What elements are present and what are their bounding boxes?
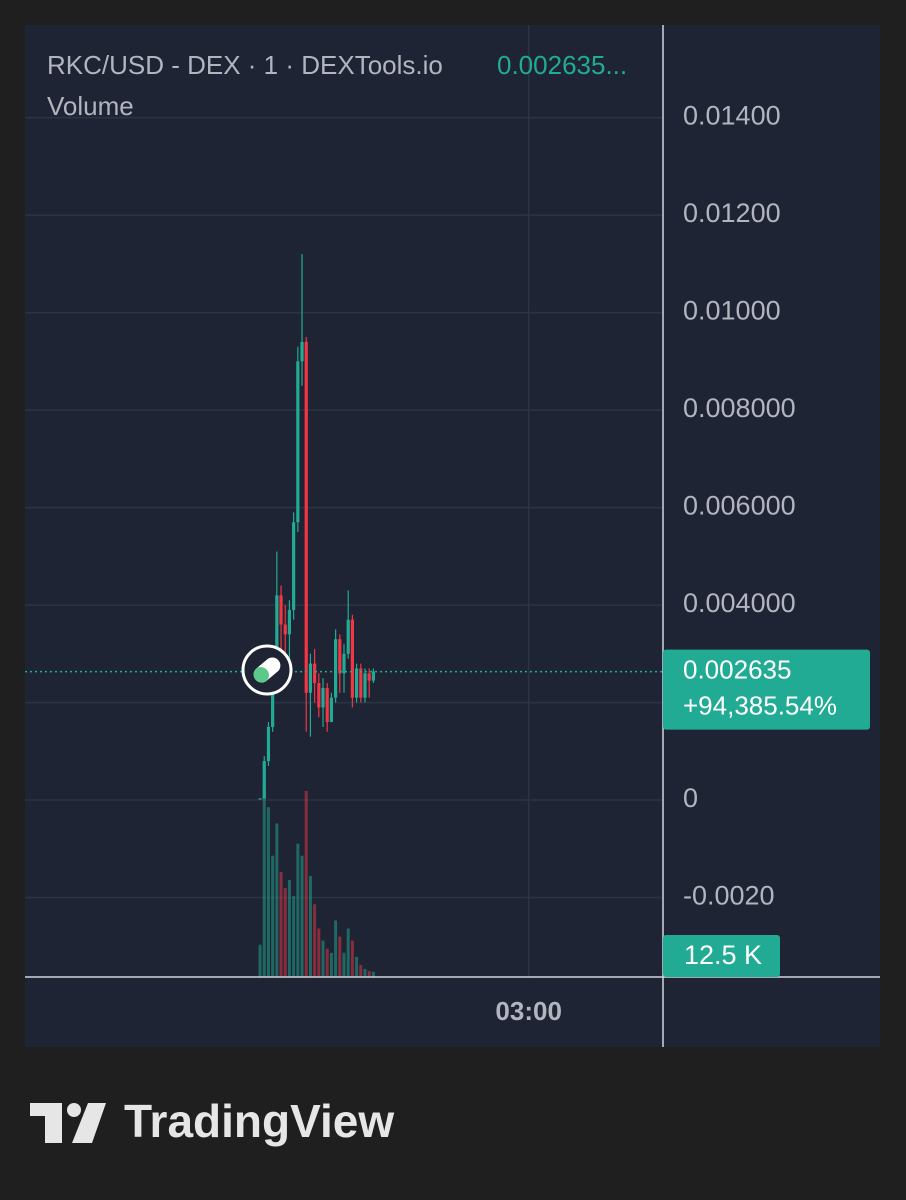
volume-bar xyxy=(342,952,346,977)
grid xyxy=(25,25,663,977)
plot xyxy=(25,254,663,977)
x-tick-label: 03:00 xyxy=(495,996,562,1026)
volume-bar xyxy=(367,970,371,977)
volume-bar xyxy=(258,944,262,977)
candle-body xyxy=(313,663,317,684)
candle-body xyxy=(325,687,329,723)
candle-body xyxy=(258,798,262,800)
volume-bar xyxy=(329,952,333,977)
volume-bar xyxy=(321,940,325,977)
header-price: 0.002635... xyxy=(497,50,627,80)
candle-body xyxy=(367,673,371,681)
y-tick-label: 0 xyxy=(683,783,698,813)
candle-body xyxy=(359,668,363,698)
volume-bar xyxy=(317,928,321,977)
candle-body xyxy=(317,683,321,708)
candle-body xyxy=(283,624,287,635)
volume-bar xyxy=(300,855,304,977)
candle-body xyxy=(329,697,334,723)
chart-title: RKC/USD - DEX · 1 · DEXTools.io xyxy=(47,50,443,80)
volume-bar xyxy=(355,956,359,977)
volume-bar xyxy=(275,823,279,977)
candle-body xyxy=(275,595,279,674)
volume-bar xyxy=(296,843,300,977)
y-tick-label: 0.004000 xyxy=(683,588,796,618)
volume-tag-value: 12.5 K xyxy=(684,940,762,970)
volume-bar xyxy=(292,896,296,977)
event-marker xyxy=(241,644,293,696)
candle-body xyxy=(279,595,283,625)
candle-body xyxy=(262,761,266,799)
price-tag xyxy=(663,649,870,730)
price-tag-value: 0.002635 xyxy=(683,654,791,684)
candle-body xyxy=(346,619,350,654)
volume-bar xyxy=(359,964,363,977)
volume-bar xyxy=(266,807,270,977)
y-tick-label: -0.0020 xyxy=(683,881,775,911)
candle-body xyxy=(338,639,342,674)
volume-bar xyxy=(271,855,275,977)
candle-body xyxy=(342,653,346,674)
candle-body xyxy=(287,609,292,635)
axes: -0.002000.0020000.0040000.0060000.008000… xyxy=(495,101,870,1026)
candle-body xyxy=(292,522,296,610)
y-tick-label: 0.01400 xyxy=(683,101,781,131)
marker-pill-half xyxy=(253,667,269,683)
y-tick-label: 0.008000 xyxy=(683,393,796,423)
volume-bar xyxy=(283,888,287,977)
candle-body xyxy=(354,668,359,698)
candle-body xyxy=(296,361,300,523)
candle-body xyxy=(321,687,325,708)
candle-body xyxy=(334,639,338,698)
volume-bar xyxy=(262,787,266,977)
volume-bar xyxy=(363,968,367,977)
volume-bar xyxy=(338,936,342,977)
volume-bar xyxy=(308,875,312,977)
y-tick-label: 0.01000 xyxy=(683,296,781,326)
price-tag-change: +94,385.54% xyxy=(683,690,837,720)
volume-bar xyxy=(334,920,338,977)
candle-body xyxy=(363,673,367,698)
volume-bar xyxy=(313,904,317,977)
brand: TradingView xyxy=(124,1095,394,1147)
volume-bar xyxy=(350,940,354,977)
volume-title: Volume xyxy=(47,91,134,121)
y-tick-label: 0.006000 xyxy=(683,491,796,521)
candle-body xyxy=(271,673,275,727)
volume-bar xyxy=(279,871,283,977)
candle-body xyxy=(371,671,375,681)
candle-body xyxy=(300,341,304,362)
logo-icon xyxy=(30,1103,106,1143)
chart-panel xyxy=(25,25,880,1047)
y-tick-label: 0.01200 xyxy=(683,198,781,228)
candle-body xyxy=(350,619,354,698)
volume-tag xyxy=(663,935,780,977)
volume-bar xyxy=(304,791,308,977)
volume-bar xyxy=(287,879,291,977)
candle-body xyxy=(304,341,308,693)
volume-bar xyxy=(371,971,375,977)
candle-body xyxy=(266,726,271,762)
volume-bar xyxy=(325,948,329,977)
candle-body xyxy=(308,663,313,693)
volume-bar xyxy=(346,928,350,977)
